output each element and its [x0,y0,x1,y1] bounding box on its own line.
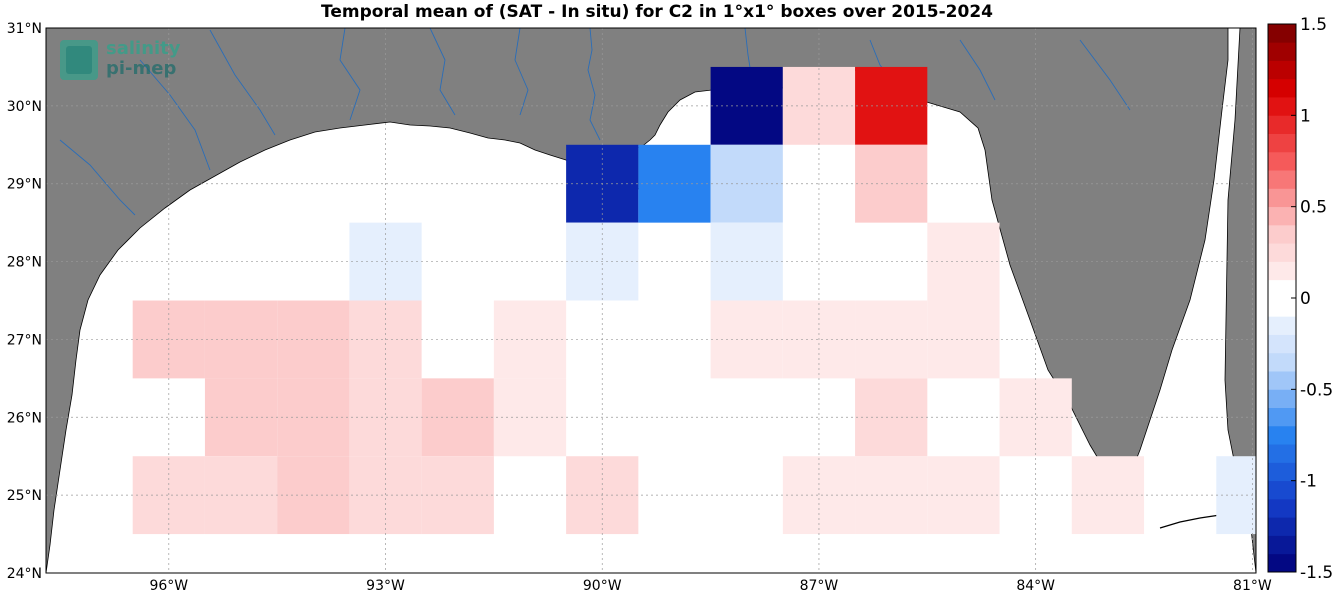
colorbar-segment [1268,151,1296,171]
colorbar-tick-label: -0.5 [1300,380,1333,400]
logo-line-2: pi-mep [106,58,176,79]
x-tick-label: 87°W [800,578,839,594]
colorbar-segment [1268,170,1296,189]
colorbar-segment [1268,298,1296,317]
colorbar-ticks: 1.5 1 0.5 0 -0.5 -1 -1.5 [1291,15,1333,583]
colorbar-segment [1268,24,1296,43]
land-southern-florida [1224,28,1256,573]
logo-line-1: salinity [106,38,181,59]
colorbar-segment [1268,261,1296,281]
rivers [59,28,1131,216]
y-tick-label: 30°N [7,99,42,115]
colorbar-segment [1268,462,1296,482]
plot-frame [45,27,1257,574]
colorbar-segment [1268,389,1296,408]
anomaly-cell [349,456,422,535]
y-tick-label: 28°N [7,255,42,271]
colorbar-segment [1268,78,1296,98]
x-tick-label: 96°W [149,578,188,594]
y-tick-label: 24°N [7,566,42,582]
y-axis-ticks: 24°N 25°N 26°N 27°N 28°N 29°N 30°N 31°N [7,21,42,582]
x-axis-ticks: 96°W 93°W 90°W 87°W 84°W 81°W [149,578,1271,594]
colorbar-segment [1268,498,1296,518]
colorbar-tick-label: 1.5 [1300,15,1327,35]
anomaly-cell [927,456,1000,535]
anomaly-cell [638,144,711,223]
colorbar-segment [1268,115,1296,134]
colorbar-segment [1268,188,1296,208]
colorbar-segment [1268,334,1296,354]
colorbar-tick-label: 1 [1300,106,1311,126]
colorbar-segment [1268,133,1296,153]
y-tick-label: 26°N [7,410,42,426]
colorbar-tick-label: -1 [1300,472,1317,492]
colorbar-segment [1268,425,1296,445]
colorbar-segment [1268,42,1296,61]
x-tick-label: 84°W [1016,578,1055,594]
colorbar-segment [1268,206,1296,226]
y-tick-label: 27°N [7,332,42,348]
y-tick-label: 31°N [7,21,42,37]
anomaly-cell [927,300,1000,379]
colorbar-segment [1268,553,1296,573]
colorbar-segment [1268,371,1296,390]
colorbar-segment [1268,517,1296,536]
salinity-pimep-logo: salinity pi-mep [60,38,181,80]
colorbar-tick-label: -1.5 [1300,563,1333,583]
colorbar-segment [1268,352,1296,372]
anomaly-cell [927,222,1000,301]
anomaly-cell [493,300,567,379]
colorbar-segment [1268,407,1296,427]
colorbar-segment [1268,444,1296,463]
anomaly-cell [493,378,567,457]
y-tick-label: 29°N [7,177,42,193]
colorbar-tick-label: 0 [1300,289,1311,309]
x-tick-label: 90°W [583,578,622,594]
anomaly-cell [132,456,205,535]
x-tick-label: 81°W [1233,578,1272,594]
colorbar-segment [1268,97,1296,116]
colorbar-segment [1268,316,1296,335]
chart-title: Temporal mean of (SAT - In situ) for C2 … [321,2,993,22]
colorbar-tick-label: 0.5 [1300,198,1327,218]
graticule [46,28,1256,573]
x-tick-label: 93°W [366,578,405,594]
colorbar-segment [1268,243,1296,262]
y-tick-label: 25°N [7,488,42,504]
colorbar-segment [1268,60,1296,80]
colorbar [1267,23,1297,573]
anomaly-cell [782,456,856,535]
colorbar-segment [1268,224,1296,244]
colorbar-segment [1268,535,1296,555]
colorbar-segment [1268,279,1296,299]
colorbar-segment [1268,480,1296,500]
